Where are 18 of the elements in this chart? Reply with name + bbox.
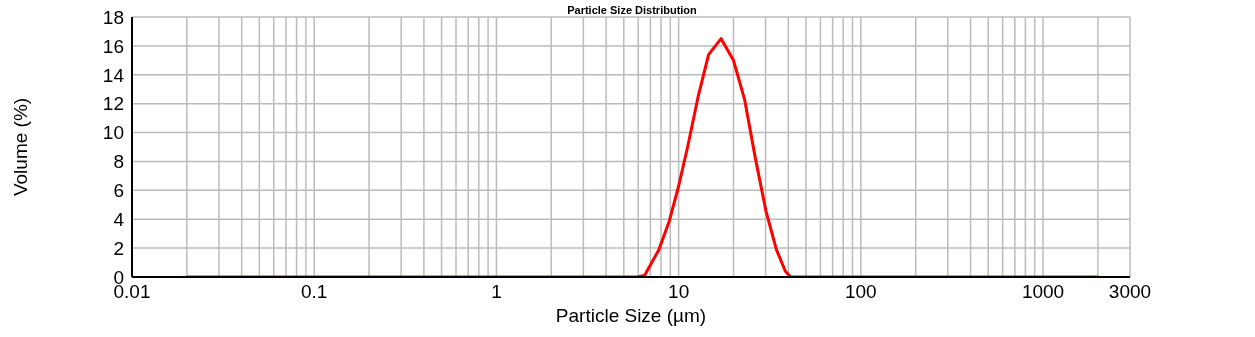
- y-tick-label: 2: [113, 237, 124, 259]
- y-tick-label: 12: [102, 93, 124, 115]
- y-tick-label: 4: [113, 208, 125, 230]
- chart-title: Particle Size Distribution: [567, 4, 697, 16]
- y-tick-label: 6: [113, 180, 124, 202]
- x-tick-label: 0.1: [301, 281, 328, 303]
- y-tick-label: 16: [102, 35, 124, 57]
- x-tick-label: 100: [845, 281, 877, 303]
- x-tick-label: 1: [491, 281, 502, 303]
- x-tick-label: 3000: [1108, 281, 1152, 303]
- y-tick-label: 14: [102, 64, 125, 86]
- x-tick-label: 1000: [1021, 281, 1065, 303]
- y-axis-title: Volume (%): [9, 97, 31, 197]
- y-tick-label: 18: [102, 6, 124, 28]
- y-tick-label: 10: [102, 122, 124, 144]
- x-tick-label: 10: [668, 281, 690, 303]
- y-tick-label: 8: [113, 151, 124, 173]
- x-axis-title: Particle Size (µm): [555, 305, 707, 326]
